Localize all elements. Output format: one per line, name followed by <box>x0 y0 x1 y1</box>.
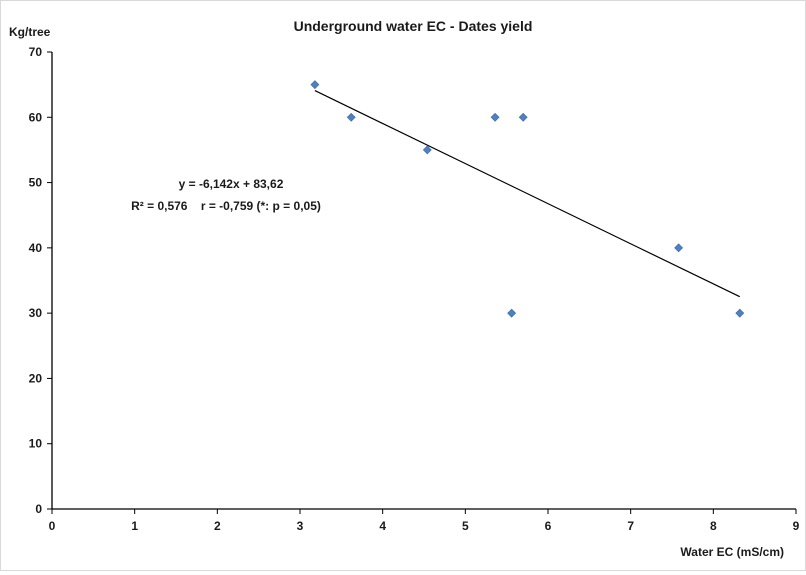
y-tick-label: 60 <box>29 110 43 124</box>
trendline <box>314 90 741 298</box>
x-tick-label: 9 <box>793 519 800 533</box>
x-tick-label: 0 <box>49 519 56 533</box>
data-point <box>735 308 745 318</box>
x-axis-label: Water EC (mS/cm) <box>680 545 784 559</box>
r-squared-annotation: R² = 0,576 r = -0,759 (*: p = 0,05) <box>131 199 321 213</box>
y-tick-label: 0 <box>35 502 42 516</box>
y-tick-label: 40 <box>29 241 43 255</box>
y-tick-label: 50 <box>29 176 43 190</box>
equation-annotation: y = -6,142x + 83,62 <box>179 177 284 191</box>
plot-area: 0 10 20 30 40 50 60 70 0 1 2 3 4 5 6 7 8 9 <box>29 45 800 533</box>
x-tick-label: 4 <box>379 519 386 533</box>
y-axis-label: Kg/tree <box>9 25 51 39</box>
x-tick-label: 6 <box>545 519 552 533</box>
x-tick-label: 1 <box>131 519 138 533</box>
data-point <box>346 112 356 122</box>
x-tick-label: 3 <box>297 519 304 533</box>
x-tick-label: 8 <box>710 519 717 533</box>
x-tick-label: 5 <box>462 519 469 533</box>
data-point <box>674 243 684 253</box>
x-tick-label: 2 <box>214 519 221 533</box>
y-tick-label: 70 <box>29 45 43 59</box>
y-tick-label: 20 <box>29 371 43 385</box>
chart-title: Underground water EC - Dates yield <box>294 18 533 34</box>
data-point <box>490 112 500 122</box>
data-point <box>507 308 517 318</box>
data-point <box>422 145 432 155</box>
data-point <box>310 80 320 90</box>
y-tick-label: 10 <box>29 437 43 451</box>
x-tick-label: 7 <box>627 519 634 533</box>
data-point <box>518 112 528 122</box>
y-tick-label: 30 <box>29 306 43 320</box>
